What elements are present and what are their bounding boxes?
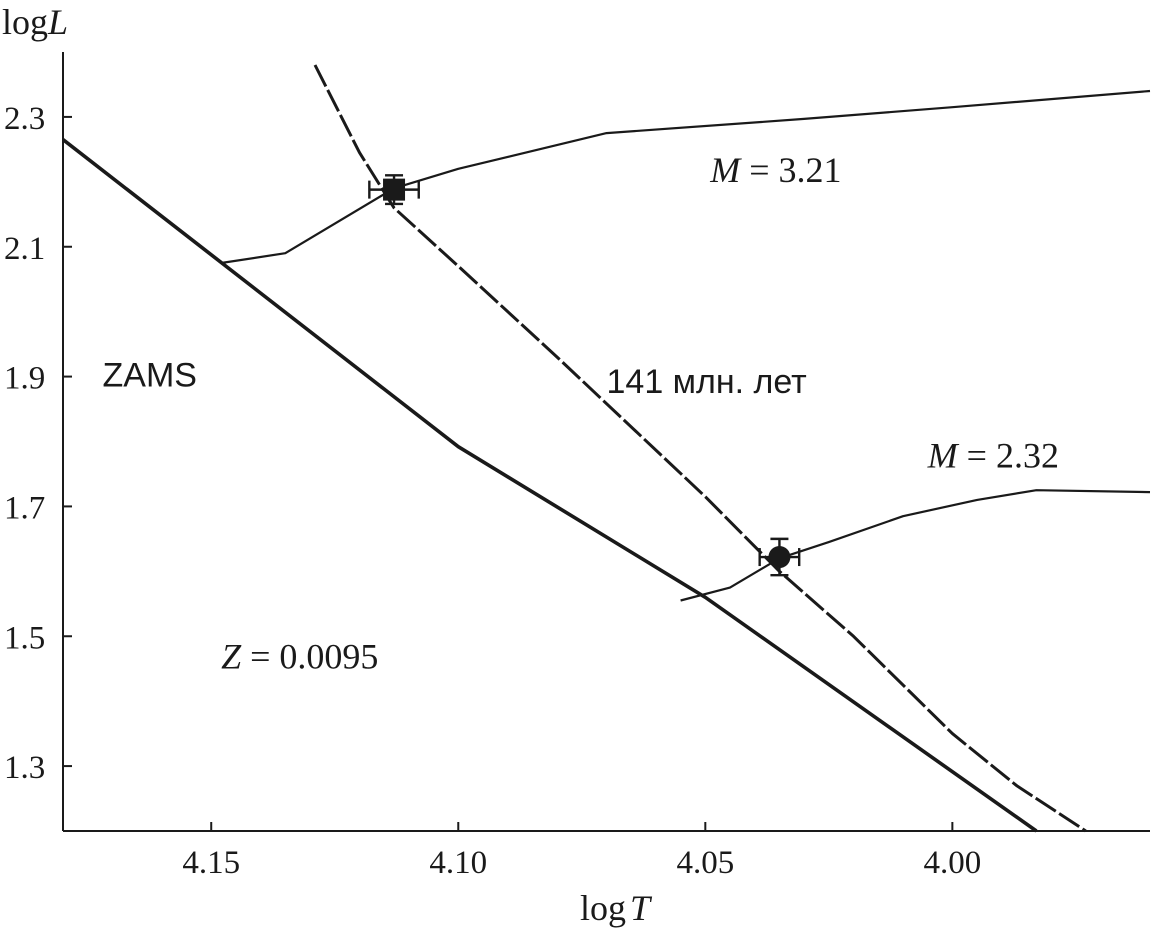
observation-point-1 — [758, 537, 801, 577]
observations-layer — [368, 174, 801, 577]
series-line-0 — [61, 138, 1038, 833]
x-axis-label: log T — [580, 888, 653, 928]
ticks: 1.3 1.5 1.7 1.9 2.1 2.3 4.15 4.10 4.05 4.00 — [4, 101, 981, 881]
x-tick-label: 4.05 — [676, 845, 734, 881]
series-line-2 — [220, 89, 1151, 265]
y-axis-label: logL — [2, 2, 68, 42]
x-tick-label: 4.15 — [182, 845, 240, 881]
annotation-m321: M = 3.21 — [709, 150, 841, 190]
y-tick-label: 1.5 — [4, 620, 45, 656]
annotation-m232: M = 2.32 — [927, 435, 1059, 475]
annotation-z: Z = 0.0095 — [221, 637, 378, 677]
y-tick-label: 2.3 — [4, 101, 45, 137]
observation-point-0 — [368, 174, 420, 206]
y-tick-label: 1.3 — [4, 750, 45, 786]
annotation-age: 141 млн. лет — [607, 363, 807, 401]
annotation-zams: ZAMS — [103, 356, 197, 394]
x-tick-label: 4.00 — [923, 845, 981, 881]
series-line-3 — [680, 489, 1151, 602]
y-tick-label: 1.7 — [4, 490, 45, 526]
x-tick-label: 4.10 — [429, 845, 487, 881]
annotations-layer: M = 3.21 M = 2.32 ZAMS 141 млн. лет Z = 0.00… — [103, 150, 1059, 677]
y-tick-label: 2.1 — [4, 231, 45, 267]
y-tick-label: 1.9 — [4, 361, 45, 397]
axes — [62, 52, 1150, 832]
